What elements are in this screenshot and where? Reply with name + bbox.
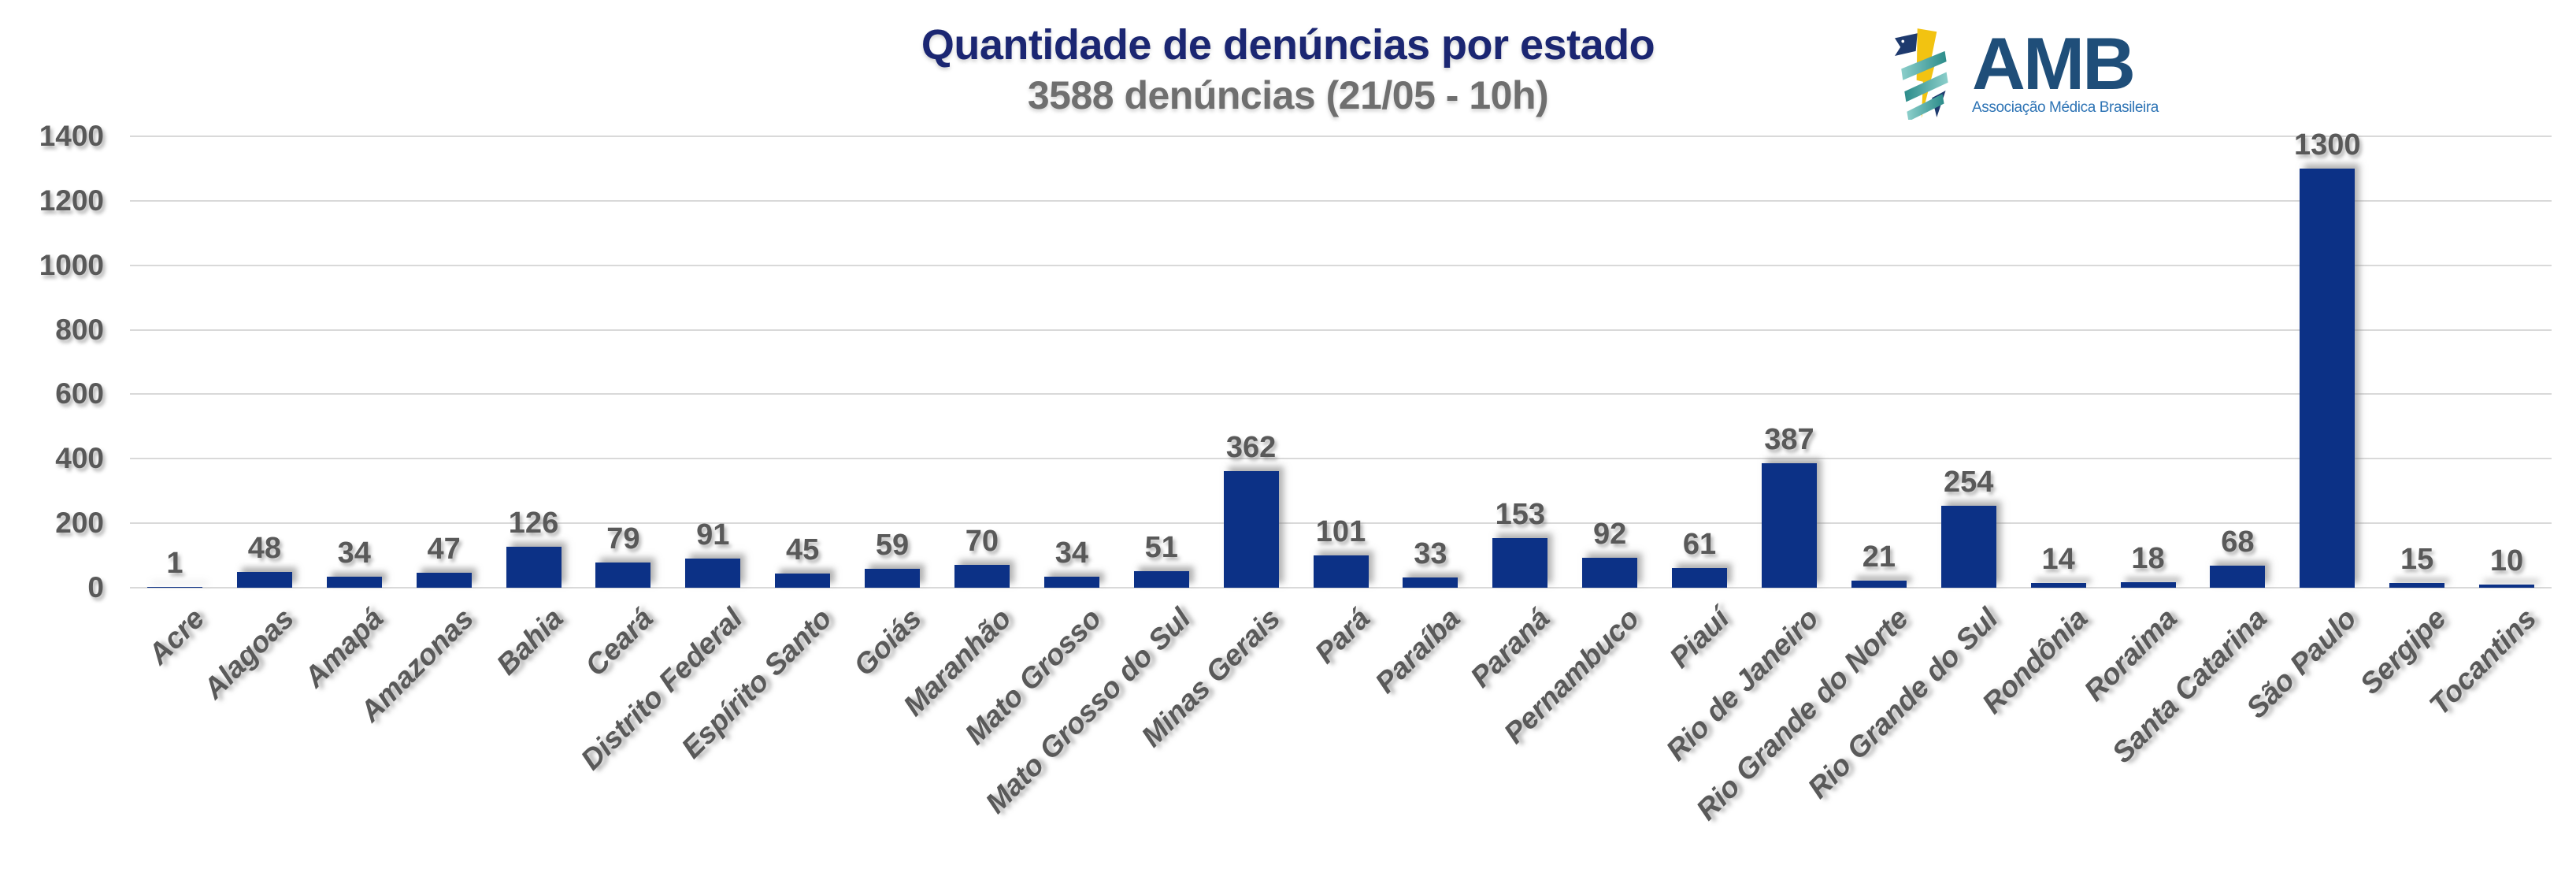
caduceus-icon bbox=[1895, 28, 1948, 120]
bar bbox=[595, 562, 651, 588]
bar bbox=[2120, 581, 2176, 588]
gridline bbox=[130, 458, 2552, 460]
x-axis-label: Goiás bbox=[847, 602, 928, 682]
bar-value-label: 126 bbox=[508, 507, 559, 540]
bar bbox=[1313, 555, 1369, 588]
amb-logo: AMB Associação Médica Brasileira bbox=[1895, 27, 2159, 120]
bar bbox=[416, 572, 472, 588]
bar-value-label: 45 bbox=[786, 533, 820, 566]
gridline bbox=[130, 199, 2552, 202]
y-axis-tick-label: 400 bbox=[55, 442, 104, 475]
bar-value-label: 1300 bbox=[2293, 128, 2361, 162]
x-axis-label: Acre bbox=[141, 602, 210, 671]
bar-value-label: 59 bbox=[875, 528, 910, 562]
bar-value-label: 51 bbox=[1144, 531, 1178, 565]
bar-value-label: 362 bbox=[1225, 430, 1277, 464]
x-axis-label: Distrito Federal bbox=[574, 602, 749, 776]
bar bbox=[1043, 577, 1099, 588]
gridline bbox=[130, 136, 2552, 137]
bar-value-label: 70 bbox=[965, 525, 999, 559]
bar-value-label: 21 bbox=[1862, 540, 1896, 574]
bar bbox=[506, 547, 562, 588]
gridline bbox=[130, 329, 2552, 331]
bar bbox=[146, 586, 202, 588]
x-axis-label: Alagoas bbox=[197, 602, 300, 705]
bar bbox=[326, 577, 382, 588]
bar-value-label: 91 bbox=[696, 518, 730, 551]
x-axis-label: Paraíba bbox=[1368, 602, 1466, 700]
y-axis-tick-label: 0 bbox=[87, 571, 104, 603]
bar-value-label: 68 bbox=[2221, 525, 2255, 559]
bar-value-label: 1 bbox=[166, 546, 183, 580]
y-axis-tick-label: 600 bbox=[55, 377, 104, 410]
bar bbox=[1761, 462, 1817, 588]
amb-logo-text-block: AMB Associação Médica Brasileira bbox=[1972, 27, 2159, 117]
bar-value-label: 92 bbox=[1593, 518, 1627, 551]
bar bbox=[1940, 506, 1996, 588]
bar bbox=[865, 568, 921, 588]
gridline bbox=[130, 522, 2552, 525]
bar bbox=[2300, 168, 2355, 588]
amb-logo-tagline: Associação Médica Brasileira bbox=[1972, 99, 2159, 116]
bar-value-label: 18 bbox=[2131, 541, 2165, 575]
x-axis-label: Pará bbox=[1308, 602, 1377, 670]
bar bbox=[1223, 470, 1279, 588]
chart-subtitle: 3588 denúncias (21/05 - 10h) bbox=[1027, 73, 1549, 117]
bar bbox=[1672, 568, 1728, 588]
bar-value-label: 34 bbox=[1054, 537, 1088, 570]
bar bbox=[1133, 571, 1189, 588]
bar-value-label: 153 bbox=[1495, 498, 1545, 532]
bar bbox=[236, 572, 292, 588]
gridline bbox=[130, 587, 2552, 589]
bar-value-label: 34 bbox=[337, 537, 371, 570]
x-axis-label: Santa Catarina bbox=[2106, 602, 2274, 770]
bar bbox=[685, 558, 741, 588]
bar-value-label: 61 bbox=[1682, 528, 1717, 562]
bar-value-label: 387 bbox=[1764, 422, 1814, 456]
y-axis-tick-label: 1200 bbox=[39, 184, 104, 217]
bar bbox=[2479, 584, 2535, 588]
bar bbox=[1403, 577, 1458, 588]
bar-value-label: 79 bbox=[606, 522, 640, 555]
x-axis-label: Piauí bbox=[1662, 602, 1736, 674]
bar bbox=[1492, 538, 1548, 588]
x-axis-label: Bahia bbox=[490, 602, 569, 681]
amb-logo-wordmark: AMB bbox=[1972, 22, 2136, 105]
x-axis-label: Paraná bbox=[1464, 602, 1556, 694]
bar-value-label: 33 bbox=[1414, 537, 1447, 570]
bar-value-label: 10 bbox=[2489, 544, 2524, 577]
y-axis-tick-label: 1400 bbox=[39, 120, 104, 152]
chart-title: Quantidade de denúncias por estado bbox=[921, 21, 1655, 69]
x-axis-label: Amapá bbox=[298, 602, 390, 694]
bar bbox=[2030, 583, 2086, 588]
gridline bbox=[130, 264, 2552, 266]
x-axis-label: Rio de Janeiro bbox=[1659, 602, 1825, 767]
y-axis-tick-label: 200 bbox=[55, 507, 104, 540]
bar bbox=[954, 565, 1010, 588]
bar bbox=[2389, 582, 2445, 588]
bar-value-label: 14 bbox=[2041, 543, 2075, 577]
plot-area: 1 48 34 47 126 79 91 45 59 70 34 51 362 101 33 153 92 61 3… bbox=[130, 128, 2552, 589]
y-axis-tick-label: 1000 bbox=[39, 248, 104, 281]
bar-value-label: 47 bbox=[427, 532, 461, 566]
y-axis-tick-label: 800 bbox=[55, 313, 104, 346]
bar-value-label: 48 bbox=[247, 532, 281, 566]
gridline bbox=[130, 393, 2552, 395]
bar bbox=[1582, 558, 1638, 588]
x-axis-label: Ceará bbox=[578, 602, 659, 682]
bar bbox=[775, 573, 831, 588]
bar-value-label: 254 bbox=[1944, 466, 1994, 499]
bar-value-label: 101 bbox=[1315, 514, 1366, 548]
bar-value-label: 15 bbox=[2400, 542, 2434, 576]
bar bbox=[2210, 566, 2266, 588]
bar bbox=[1851, 581, 1907, 588]
